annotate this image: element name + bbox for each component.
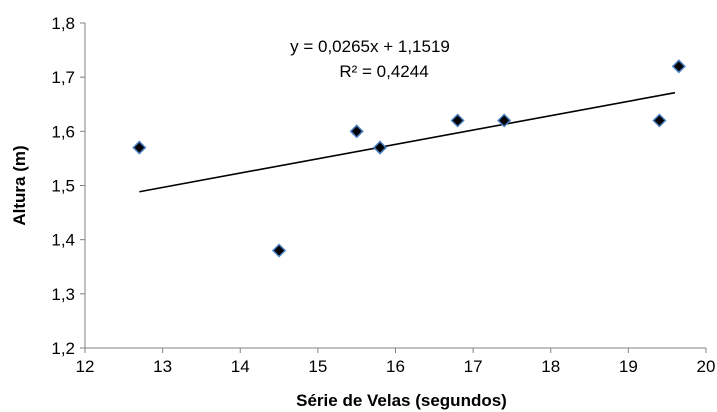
y-axis-title: Altura (m) [10,145,29,225]
y-tick-label: 1,5 [51,177,75,196]
y-tick-label: 1,3 [51,285,75,304]
trendline [139,91,676,193]
trendline-group [139,91,676,193]
x-tick-label: 12 [76,357,95,376]
x-tick-label: 15 [308,357,327,376]
x-tick-label: 19 [619,357,638,376]
y-tick-label: 1,6 [51,122,75,141]
data-point [671,59,686,74]
x-tick-label: 14 [231,357,250,376]
tick-labels: 1,2 1,3 1,4 1,5 1,6 1,7 1,8 12 13 14 15 16 17 18 19 20 [51,14,715,376]
data-point [132,140,147,155]
x-tick-label: 18 [541,357,560,376]
r-squared-text: R² = 0,4244 [339,62,428,81]
data-point [450,113,465,128]
y-tick-label: 1,8 [51,14,75,33]
y-tick-label: 1,2 [51,339,75,358]
x-tick-label: 13 [153,357,172,376]
x-tick-label: 20 [697,357,716,376]
trendline-equation: y = 0,0265x + 1,1519 R² = 0,4244 [290,37,450,81]
data-point [349,124,364,139]
tick-marks [80,22,707,353]
data-point [497,113,512,128]
trendline-equation-text: y = 0,0265x + 1,1519 [290,37,450,56]
y-tick-label: 1,4 [51,231,75,250]
data-point [652,113,667,128]
data-point [272,243,287,258]
data-points [132,59,686,258]
x-tick-label: 16 [386,357,405,376]
x-axis-title: Série de Velas (segundos) [296,391,507,410]
x-tick-label: 17 [464,357,483,376]
y-tick-label: 1,7 [51,68,75,87]
data-point [372,140,388,155]
